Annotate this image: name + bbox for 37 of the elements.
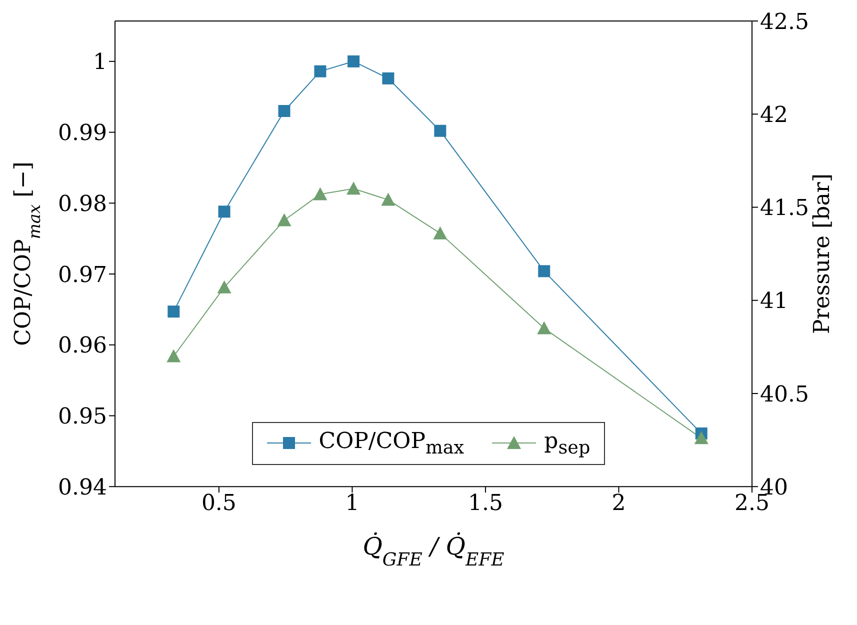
y2-tick-label: 41 [760,289,788,314]
point [314,65,326,78]
y2-tick-label: 42 [760,102,788,128]
x-axis-title: Q̇$_{GFE}$ / Q̇$_{EFE}$ [362,532,504,570]
x-tick-label: 0.5 [201,491,236,516]
point [277,213,292,226]
point [348,55,360,68]
point [381,192,396,206]
y-tick-label: 0.95 [58,404,107,430]
y-tick-label: 0.94 [58,475,107,500]
y-tick-label: 0.97 [58,262,107,288]
x-tick-label: 1.5 [468,491,503,516]
point [434,124,446,137]
y2-axis-title: Pressure [bar] [810,174,835,334]
legend-label: COP/COP$_{max}$ [318,428,464,458]
point [313,187,328,200]
point [166,349,181,362]
point [346,182,361,195]
point [217,280,232,294]
y2-tick-label: 40.5 [760,382,809,408]
x-tick-label: 2 [612,491,626,516]
y-tick-label: 1 [93,50,107,76]
point [218,206,230,218]
y2-tick-label: 41.5 [760,196,809,222]
point [538,265,550,278]
x-tick-label: 1 [345,491,360,516]
legend-label: p$_{sep}$ [544,428,590,458]
point [433,226,448,240]
point [694,431,708,444]
y-tick-label: 0.96 [58,334,107,359]
point [278,105,290,118]
y-tick-label: 0.99 [58,121,107,146]
y-tick-label: 0.98 [58,192,107,217]
point [537,321,552,334]
point [382,72,394,84]
point [168,306,180,318]
y2-tick-label: 42.5 [760,10,809,35]
